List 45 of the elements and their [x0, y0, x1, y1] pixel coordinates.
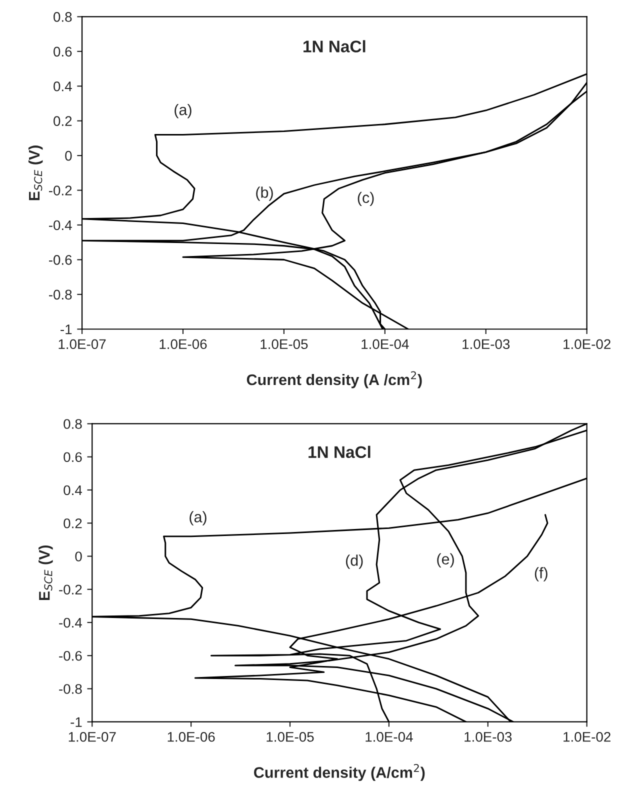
x-tick-label: 1.0E-05 — [266, 732, 314, 742]
y-tick-label: 0.8 — [64, 419, 82, 429]
x-tick-label: 1.0E-03 — [462, 339, 510, 350]
text: 1N NaCl — [304, 40, 366, 52]
y-tick-label: -0.4 — [59, 618, 82, 628]
annotation: (c) — [358, 192, 374, 206]
y-tick-label: -0.4 — [48, 220, 72, 230]
annotation: (f) — [534, 567, 548, 582]
annotation: (e) — [437, 553, 454, 568]
y-tick-label: -1 — [60, 324, 72, 334]
x-tick-label: 1.0E-04 — [362, 339, 409, 350]
y-tick-label: 0.2 — [64, 518, 82, 528]
x-tick-label: 1.0E-02 — [564, 339, 610, 350]
x-tick-label: 1.0E-04 — [366, 732, 413, 742]
text: 1N NaCl — [308, 446, 370, 458]
y-tick-label: 0.6 — [54, 46, 72, 57]
x-tick-label: 1.0E-07 — [68, 732, 116, 742]
x-axis-title: Current density (A/cm$^{2}$) — [254, 764, 425, 781]
x-tick-label: 1.0E-06 — [168, 732, 215, 742]
x-tick-label: 1.0E-03 — [464, 732, 512, 742]
x-axis-title: Current density (A /cm$^{2}$) — [246, 371, 422, 388]
y-axis-title: E$_{SCE}$ (V) — [28, 146, 43, 200]
annotation: (a) — [190, 511, 206, 526]
y-tick-label: 0.4 — [54, 81, 72, 92]
y-tick-label: 0.4 — [64, 485, 82, 496]
y-tick-label: -1 — [70, 717, 82, 727]
annotation: (b) — [256, 186, 273, 201]
y-tick-label: 0 — [65, 150, 72, 161]
y-tick-label: 0.6 — [64, 452, 82, 462]
y-tick-label: 0.8 — [54, 12, 72, 22]
x-tick-label: 1.0E-07 — [58, 339, 106, 350]
y-tick-label: 0 — [75, 552, 82, 562]
y-tick-label: -0.8 — [59, 684, 82, 694]
y-tick-label: -0.6 — [59, 650, 82, 661]
y-tick-label: -0.2 — [59, 584, 82, 595]
y-tick-label: -0.2 — [48, 186, 72, 196]
y-tick-label: -0.8 — [48, 290, 72, 300]
annotation: (d) — [346, 554, 363, 569]
x-tick-label: 1.0E-06 — [160, 339, 207, 350]
y-tick-label: -0.6 — [48, 255, 72, 265]
x-tick-label: 1.0E-05 — [260, 339, 308, 350]
y-axis-title: E$_{SCE}$ (V) — [38, 545, 53, 600]
x-tick-label: 1.0E-02 — [564, 732, 610, 742]
annotation: (a) — [174, 104, 192, 118]
y-tick-label: 0.2 — [54, 116, 72, 126]
